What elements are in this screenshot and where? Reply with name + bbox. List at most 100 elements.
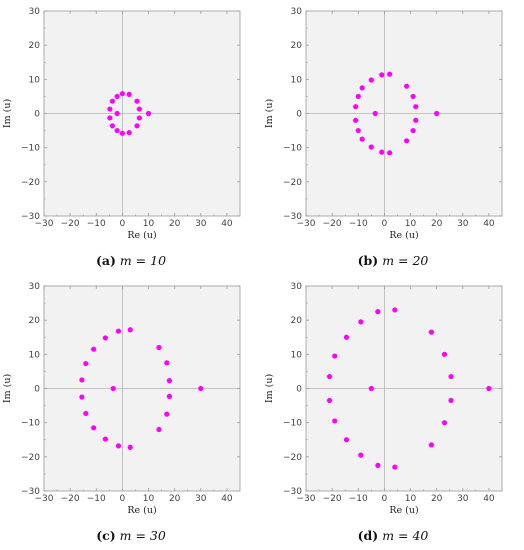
data-point	[79, 394, 85, 400]
data-point	[156, 426, 162, 433]
data-point	[102, 335, 109, 341]
y-tick-label: −20	[283, 178, 302, 188]
y-tick-label: −10	[283, 144, 302, 154]
x-tick-label: 20	[169, 219, 181, 229]
data-point	[441, 420, 448, 426]
y-tick-label: 0	[34, 110, 40, 120]
data-point	[410, 93, 416, 100]
data-point	[413, 104, 419, 110]
data-point	[83, 410, 89, 417]
x-tick-label: 40	[221, 494, 233, 504]
plot-a: −30 −20 −10 0 10 20 30 40 −30 −20 −10 0 10 20 30 Re (u)…	[2, 7, 241, 241]
y-tick-label: 0	[296, 385, 302, 395]
plot-c: −30 −20 −10 0 10 20 30 40 −30 −20 −10 0 10 20 30 Re (u)…	[2, 282, 241, 516]
y-tick-label: 30	[291, 282, 303, 292]
data-point	[343, 437, 350, 443]
data-point	[109, 123, 116, 129]
x-tick-label: 10	[143, 494, 155, 504]
x-tick-label: 0	[382, 219, 388, 229]
data-point	[379, 72, 385, 78]
y-axis-title: Im (u)	[264, 374, 275, 403]
y-tick-label: 30	[29, 7, 41, 17]
y-tick-label: 10	[29, 75, 41, 85]
data-point	[392, 307, 398, 313]
panel-a: −30 −20 −10 0 10 20 30 40 −30 −20 −10 0 10 20 30 Re (u)…	[0, 0, 262, 275]
x-tick-label: 10	[143, 219, 155, 229]
data-point	[136, 115, 142, 121]
y-tick-label: −10	[283, 419, 302, 429]
x-tick-label: 30	[457, 494, 469, 504]
x-axis-title: Re (u)	[127, 230, 156, 241]
y-tick-label: 20	[291, 316, 303, 326]
data-point	[413, 117, 419, 123]
y-tick-label: −30	[21, 212, 40, 222]
y-tick-label: 20	[291, 41, 303, 51]
x-tick-label: −30	[35, 494, 54, 504]
x-axis-title: Re (u)	[389, 505, 418, 516]
x-tick-label: 10	[405, 219, 417, 229]
x-tick-label: 40	[221, 219, 233, 229]
data-point	[404, 83, 410, 89]
y-tick-label: −20	[21, 178, 40, 188]
data-point	[353, 104, 359, 110]
caption-tag: (b)	[357, 253, 379, 268]
data-point	[126, 91, 132, 97]
x-tick-label: 40	[483, 494, 495, 504]
data-point	[355, 93, 361, 100]
x-tick-label: 30	[195, 219, 207, 229]
data-point	[326, 397, 333, 404]
x-tick-label: 20	[431, 219, 443, 229]
data-point	[392, 464, 398, 470]
x-tick-label: −20	[61, 494, 80, 504]
data-point	[359, 85, 365, 91]
x-tick-label: −10	[349, 494, 368, 504]
data-point	[83, 360, 89, 367]
data-point	[115, 443, 122, 449]
data-point	[91, 425, 97, 431]
y-tick-label: 20	[29, 41, 41, 51]
data-point	[375, 462, 381, 468]
x-axis-title: Re (u)	[389, 230, 418, 241]
data-point	[145, 110, 152, 117]
data-point	[127, 327, 133, 333]
data-point	[107, 106, 113, 112]
y-axis-title: Im (u)	[2, 99, 13, 128]
data-point	[79, 377, 85, 383]
x-tick-label: 20	[169, 494, 181, 504]
x-tick-label: 40	[483, 219, 495, 229]
data-point	[375, 309, 381, 315]
x-axis-title: Re (u)	[127, 505, 156, 516]
data-point	[368, 385, 374, 392]
y-tick-label: −30	[283, 212, 302, 222]
x-tick-label: 30	[195, 494, 207, 504]
data-point	[164, 411, 170, 417]
data-point	[156, 344, 162, 351]
y-tick-label: 20	[29, 316, 41, 326]
panel-c: −30 −20 −10 0 10 20 30 40 −30 −20 −10 0 10 20 30 Re (u)…	[0, 275, 262, 550]
y-tick-label: 10	[29, 350, 41, 360]
data-point	[387, 150, 393, 156]
data-point	[134, 123, 140, 129]
data-point	[355, 127, 361, 134]
data-point	[343, 334, 350, 340]
y-tick-label: −10	[21, 419, 40, 429]
y-axis-title: Im (u)	[264, 99, 275, 128]
x-tick-label: 0	[382, 494, 388, 504]
data-point	[372, 110, 378, 117]
data-point	[326, 373, 333, 380]
y-tick-label: 0	[34, 385, 40, 395]
data-point	[353, 117, 359, 123]
x-tick-label: −20	[61, 219, 80, 229]
data-point	[448, 373, 454, 380]
x-tick-label: −30	[297, 494, 316, 504]
panel-d: −30 −20 −10 0 10 20 30 40 −30 −20 −10 0 10 20 30 Re (u)…	[262, 275, 524, 550]
caption-tag: (a)	[95, 253, 116, 268]
x-tick-label: 0	[120, 494, 126, 504]
y-tick-label: 10	[291, 75, 303, 85]
caption-text: m = 30	[119, 528, 166, 543]
data-point	[126, 130, 132, 136]
x-tick-label: 20	[431, 494, 443, 504]
data-point	[119, 91, 125, 97]
data-point	[332, 353, 338, 359]
